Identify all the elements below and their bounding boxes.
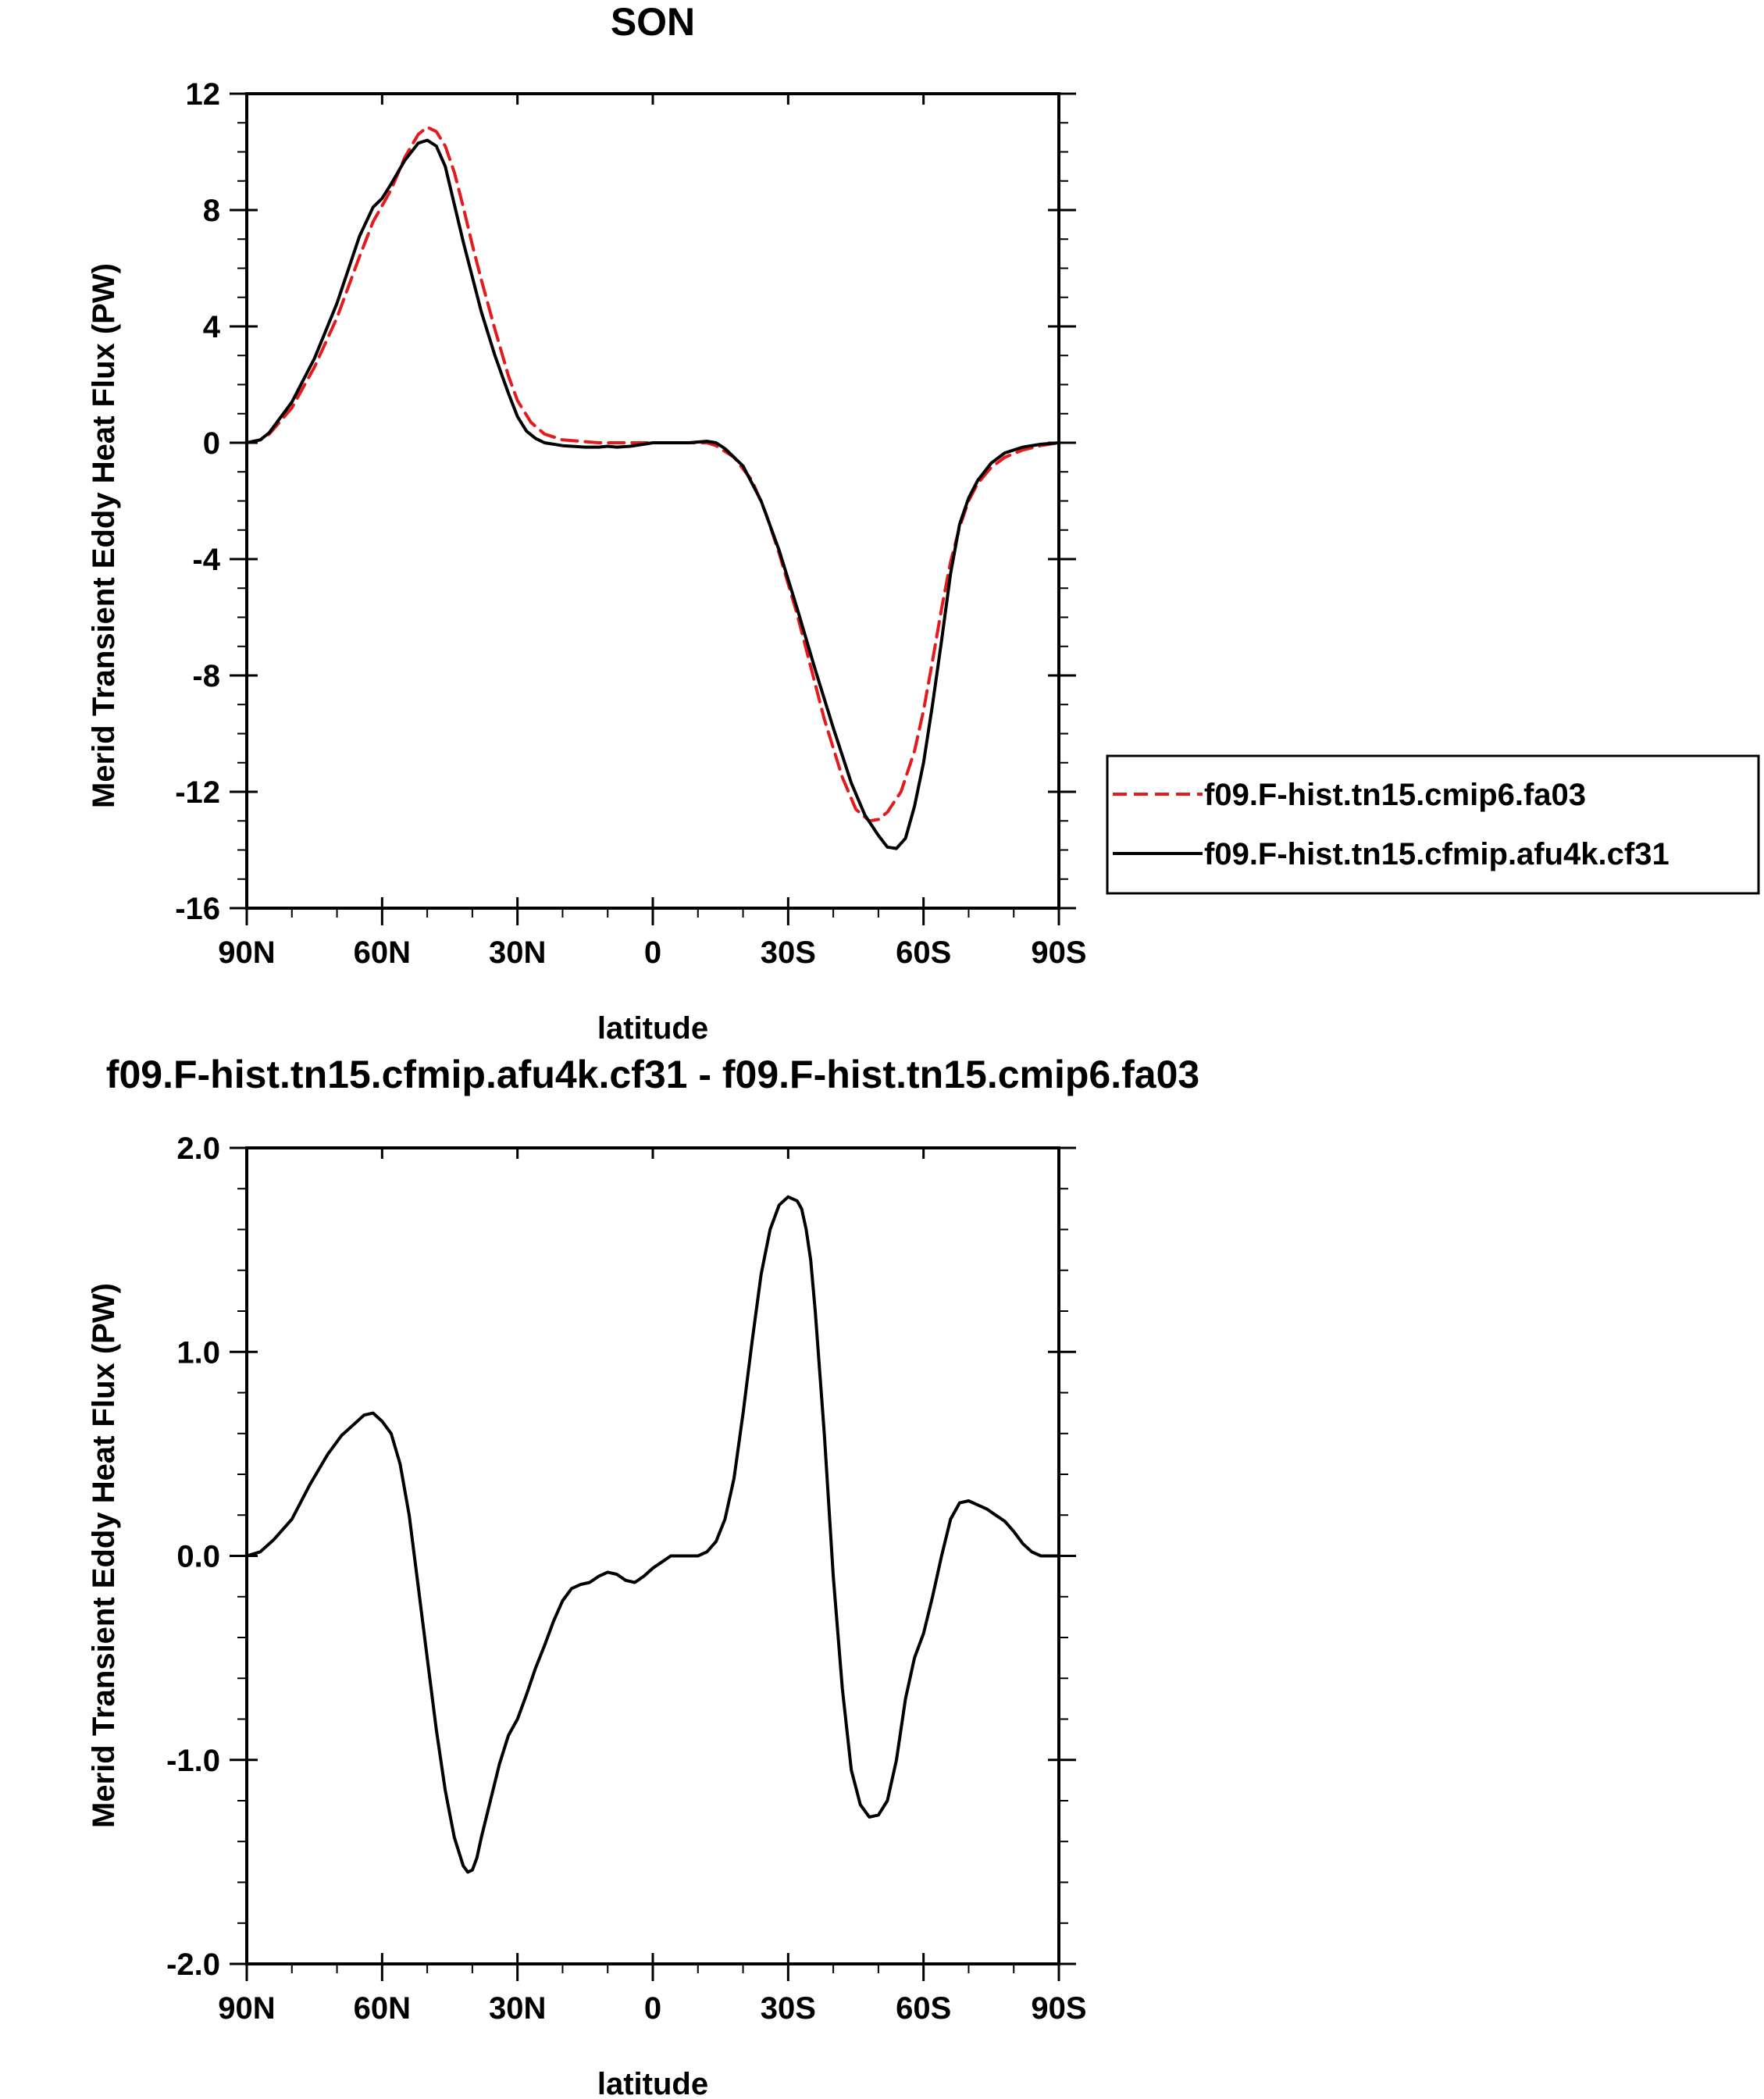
y-tick-label: -2.0: [166, 1948, 220, 1982]
y-tick-label: 0: [203, 426, 220, 461]
y-tick-label: 8: [203, 194, 220, 228]
series-line-0-0: [245, 125, 1060, 823]
x-tick-label: 0: [644, 935, 661, 970]
legend-label-cf31: f09.F-hist.tn15.cfmip.afu4k.cf31: [1204, 837, 1670, 871]
x-axis-label-bottom: latitude: [597, 2067, 708, 2099]
chart-bottom: f09.F-hist.tn15.cfmip.afu4k.cf31 - f09.F…: [87, 1053, 1199, 2099]
series-line-0-1: [245, 138, 1060, 850]
y-tick-label: 1.0: [176, 1335, 220, 1370]
y-tick-label: 4: [203, 310, 221, 344]
y-tick-label: 12: [186, 77, 221, 112]
x-axis-label-top: latitude: [597, 1011, 708, 1046]
legend-box: [1106, 754, 1760, 895]
x-tick-label: 30N: [489, 935, 546, 970]
x-tick-label: 60S: [896, 1991, 951, 2026]
y-tick-label: 2.0: [176, 1131, 220, 1166]
x-tick-label: 90S: [1031, 1991, 1086, 2026]
series-line-1-0: [245, 1195, 1060, 1874]
chart-title-bottom: f09.F-hist.tn15.cfmip.afu4k.cf31 - f09.F…: [106, 1053, 1199, 1096]
x-tick-label: 0: [644, 1991, 661, 2026]
x-tick-label: 90S: [1031, 935, 1086, 970]
y-tick-label: -8: [192, 659, 220, 693]
legend: f09.F-hist.tn15.cmip6.fa03 f09.F-hist.tn…: [1106, 754, 1760, 895]
y-tick-label: -12: [175, 775, 220, 810]
x-tick-label: 60S: [896, 935, 951, 970]
y-tick-label: -16: [175, 892, 220, 926]
y-axis-label-bottom: Merid Transient Eddy Heat Flux (PW): [87, 1283, 121, 1828]
legend-label-fa03: f09.F-hist.tn15.cmip6.fa03: [1204, 778, 1586, 812]
x-tick-label: 30N: [489, 1991, 546, 2026]
x-tick-label: 30S: [761, 1991, 816, 2026]
y-tick-label: -1.0: [166, 1744, 220, 1778]
x-tick-label: 60N: [354, 1991, 411, 2026]
x-tick-label: 90N: [218, 935, 275, 970]
plot-frame-bottom: [245, 1146, 1060, 1965]
y-tick-label: -4: [192, 543, 220, 577]
y-tick-label: 0.0: [176, 1540, 220, 1574]
chart-top: SON latitude Merid Transient Eddy Heat F…: [87, 0, 1087, 1046]
x-tick-label: 60N: [354, 935, 411, 970]
x-tick-label: 30S: [761, 935, 816, 970]
chart-title-top: SON: [611, 0, 695, 44]
y-axis-label-top: Merid Transient Eddy Heat Flux (PW): [87, 263, 121, 808]
x-tick-label: 90N: [218, 1991, 275, 2026]
